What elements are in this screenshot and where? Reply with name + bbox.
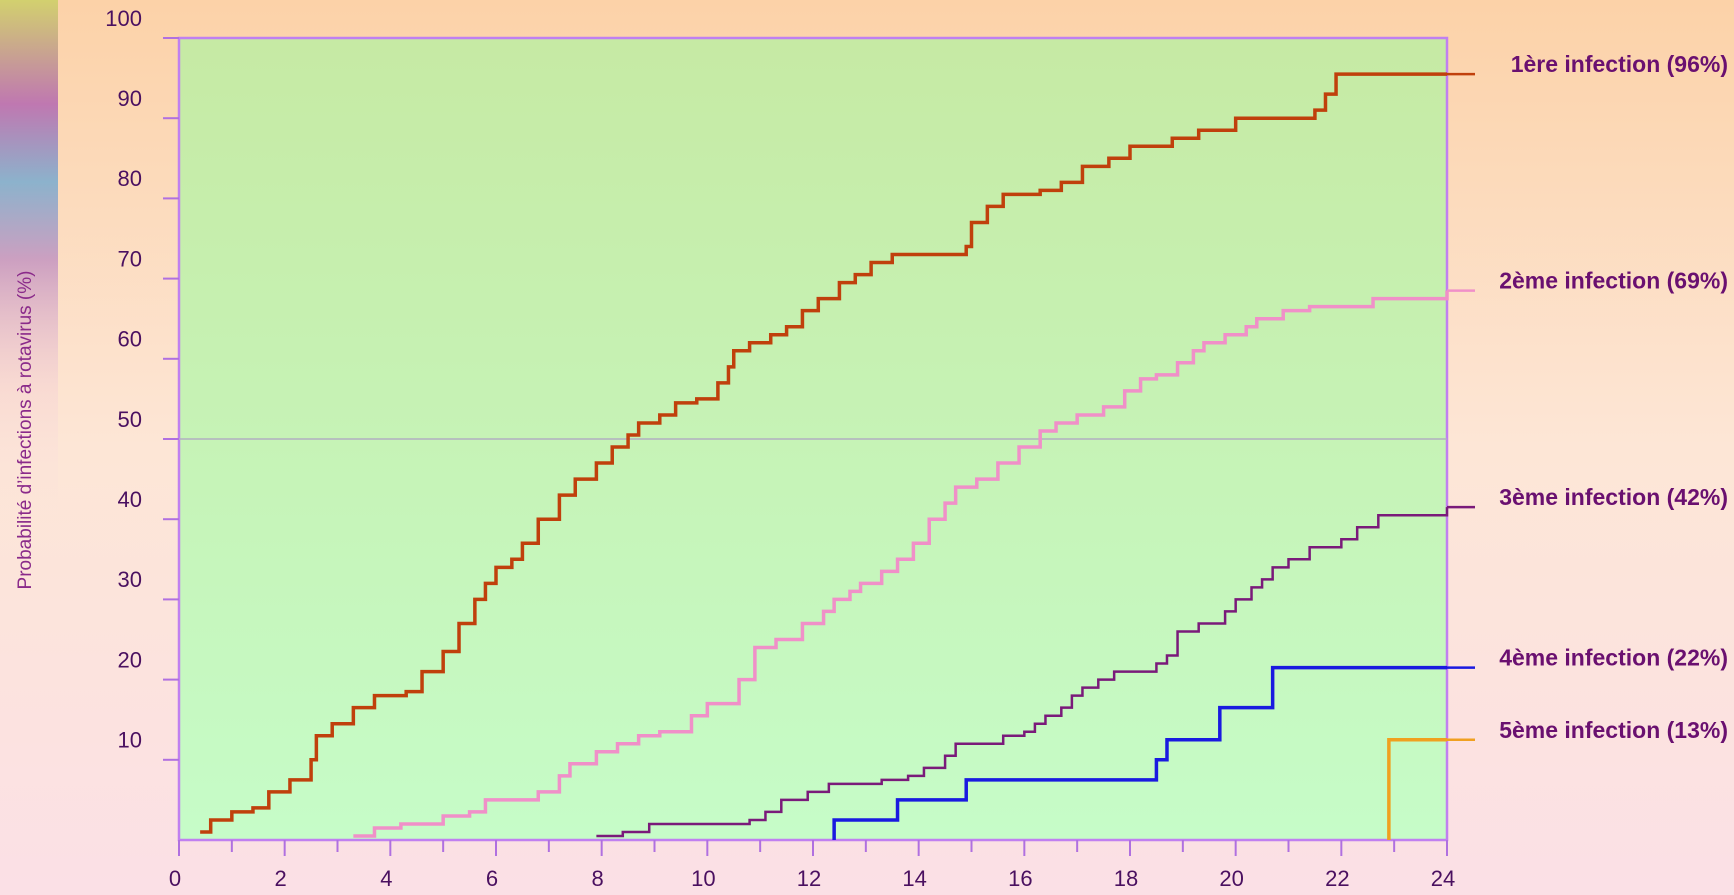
chart: Probabilité d’infections à rotavirus (%)…	[0, 0, 1734, 895]
x-tick-label: 14	[902, 866, 926, 891]
x-tick-label: 16	[1008, 866, 1032, 891]
series-label: 1ère infection (96%)	[1511, 51, 1728, 77]
y-tick-label: 60	[118, 327, 142, 352]
y-tick-label: 20	[118, 647, 142, 672]
x-tick-label: 6	[486, 866, 498, 891]
x-tick-label: 18	[1114, 866, 1138, 891]
series-label: 5ème infection (13%)	[1499, 717, 1728, 743]
y-tick-label: 80	[118, 166, 142, 191]
x-tick-label: 8	[592, 866, 604, 891]
y-tick-label: 10	[118, 728, 142, 753]
x-tick-label: 2	[275, 866, 287, 891]
x-tick-label: 4	[380, 866, 392, 891]
y-tick-label: 50	[118, 407, 142, 432]
x-tick-label: 24	[1431, 866, 1455, 891]
y-axis-label: Probabilité d’infections à rotavirus (%)	[15, 271, 36, 590]
y-tick-label: 30	[118, 567, 142, 592]
x-tick-label: 22	[1325, 866, 1349, 891]
series-label: 4ème infection (22%)	[1499, 645, 1728, 671]
y-tick-label: 70	[118, 246, 142, 271]
x-tick-label: 0	[169, 866, 181, 891]
x-tick-label: 12	[797, 866, 821, 891]
series-label: 2ème infection (69%)	[1499, 268, 1728, 294]
y-tick-label: 100	[105, 6, 142, 31]
page: {"chart_data": {"type": "line", "step": …	[0, 0, 1734, 895]
series-label: 3ème infection (42%)	[1499, 484, 1728, 510]
y-tick-label: 40	[118, 487, 142, 512]
x-tick-label: 10	[691, 866, 715, 891]
x-tick-label: 20	[1219, 866, 1243, 891]
y-tick-label: 90	[118, 86, 142, 111]
